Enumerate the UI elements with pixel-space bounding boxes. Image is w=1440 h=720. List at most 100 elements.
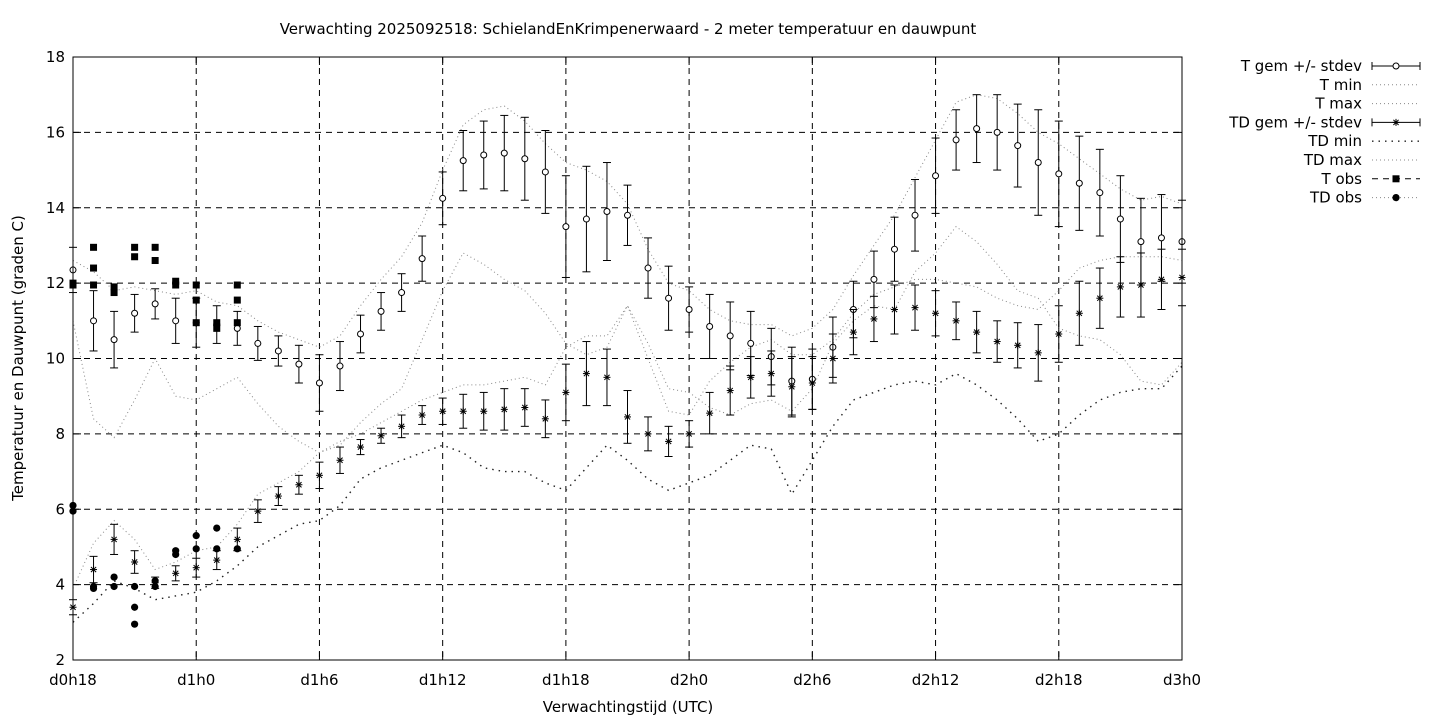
x-tick-label: d2h6 — [793, 671, 831, 689]
y-tick-label: 10 — [46, 350, 65, 368]
chart-title: Verwachting 2025092518: SchielandEnKrimp… — [280, 20, 977, 38]
td-mean-point — [90, 566, 98, 574]
t-mean-point — [357, 330, 365, 338]
x-tick-label: d3h0 — [1163, 671, 1201, 689]
legend-label: TD obs — [1309, 189, 1362, 207]
td-mean-point — [480, 407, 488, 415]
y-tick-label: 18 — [46, 48, 65, 66]
td-mean-point — [993, 338, 1001, 346]
td-mean-point — [1116, 283, 1124, 291]
t-obs-point — [233, 319, 241, 327]
td-mean-point — [685, 430, 693, 438]
legend-label: TD gem +/- stdev — [1228, 113, 1362, 131]
td-obs-point — [131, 582, 139, 591]
t-mean-point — [726, 332, 734, 340]
t-mean-point — [1055, 170, 1063, 178]
series-layer — [69, 94, 1186, 628]
axes: d0h18 d1h0 d1h6 d1h12 d1h18 d2h0 d2h6 d2h12 d2h1… — [46, 48, 1201, 689]
td-mean-point — [418, 411, 426, 419]
td-mean-point — [541, 415, 549, 423]
t-mean-point — [500, 149, 508, 157]
td-obs-point — [151, 577, 159, 585]
t-mean-point — [624, 211, 631, 219]
td-mean-point — [172, 569, 180, 577]
td-mean-point — [1096, 294, 1104, 302]
td-mean-point — [849, 328, 857, 336]
legend-item: TD gem +/- stdev — [1228, 113, 1421, 131]
td-mean-point — [377, 432, 385, 440]
td-obs-point — [213, 524, 221, 532]
series-t-min — [72, 225, 1183, 454]
t-mean-point — [1014, 142, 1022, 150]
t-mean-point — [1096, 189, 1104, 197]
legend-item: T obs — [1321, 170, 1420, 188]
legend-label: TD max — [1303, 151, 1362, 169]
td-mean-point — [890, 306, 898, 314]
t-obs-point — [192, 281, 200, 289]
legend-item: TD min — [1307, 132, 1420, 150]
t-mean-point — [439, 194, 447, 202]
x-axis-label: Verwachtingstijd (UTC) — [543, 698, 714, 716]
y-tick-label: 8 — [55, 425, 65, 443]
td-mean-point — [973, 328, 981, 336]
td-obs-point — [151, 582, 159, 591]
td-obs-point — [131, 603, 139, 611]
y-tick-label: 6 — [55, 500, 65, 518]
t-mean-point — [131, 309, 139, 317]
t-obs-point — [131, 253, 139, 261]
t-mean-point — [582, 215, 590, 223]
td-mean-point — [398, 422, 406, 430]
x-tick-label: d2h18 — [1035, 671, 1083, 689]
td-mean-point — [1137, 281, 1145, 289]
t-obs-point — [151, 257, 159, 265]
td-mean-point — [213, 556, 221, 564]
td-mean-point — [562, 388, 570, 396]
t-mean-point — [1157, 234, 1165, 242]
series-td-min — [72, 365, 1183, 623]
t-mean-point — [521, 155, 529, 163]
t-mean-point — [1075, 179, 1083, 187]
td-mean-point — [747, 373, 755, 381]
legend-item: T gem +/- stdev — [1240, 57, 1421, 75]
t-obs-point — [90, 264, 98, 272]
legend-marker — [1392, 118, 1400, 126]
td-obs-point — [213, 545, 221, 553]
t-mean-point — [398, 289, 406, 297]
t-mean-point — [973, 125, 981, 133]
td-mean-point — [1075, 309, 1083, 317]
td-mean-point — [726, 387, 734, 395]
td-mean-point — [1055, 330, 1063, 338]
y-axis-label: Temperatuur en Dauwpunt (graden C) — [9, 215, 27, 502]
legend-label: T min — [1319, 76, 1362, 94]
td-mean-point — [870, 315, 878, 323]
td-mean-point — [521, 403, 529, 411]
td-mean-point — [357, 443, 365, 451]
td-obs-point — [131, 620, 139, 628]
t-obs-point — [110, 289, 118, 297]
legend-item: TD obs — [1309, 189, 1420, 207]
t-mean-point — [644, 264, 652, 272]
td-obs-point — [110, 582, 118, 591]
t-mean-point — [274, 347, 282, 355]
t-mean-point — [665, 294, 673, 302]
t-obs-point — [110, 283, 118, 291]
y-tick-label: 12 — [46, 274, 65, 292]
td-mean-point — [603, 373, 611, 381]
t-mean-point — [418, 255, 426, 263]
td-mean-point — [665, 437, 673, 445]
t-mean-point — [1034, 159, 1042, 167]
x-tick-label: d2h0 — [670, 671, 708, 689]
t-obs-point — [213, 324, 221, 332]
t-mean-point — [952, 136, 960, 144]
td-mean-point — [500, 405, 508, 413]
legend-label: T max — [1314, 95, 1362, 113]
t-obs-point — [172, 277, 180, 285]
legend-marker — [1392, 175, 1400, 183]
t-obs-point — [192, 296, 200, 304]
td-obs-point — [192, 545, 200, 553]
td-mean-point — [274, 492, 282, 500]
t-obs-point — [131, 243, 139, 251]
t-mean-point — [1137, 238, 1145, 246]
